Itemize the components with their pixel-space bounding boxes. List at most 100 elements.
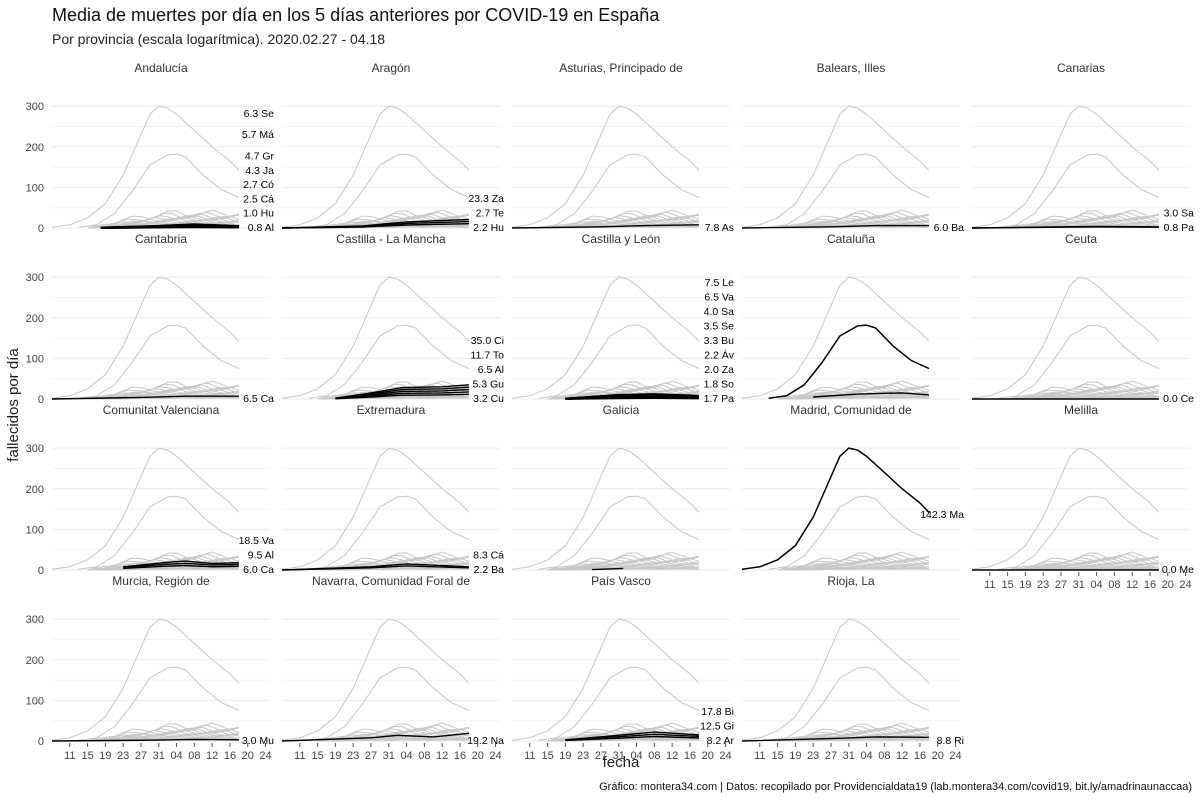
end-label: 0.0 Me — [1162, 564, 1194, 576]
panel-title: Navarra, Comunidad Foral de — [312, 574, 470, 588]
x-tick-label: 24 — [949, 750, 961, 762]
panel-ceuta: Ceuta 0.0 Ce — [971, 232, 1194, 405]
panel-title: Aragón — [372, 61, 411, 75]
end-label: 1.8 So — [704, 379, 735, 391]
background-line-barcelona — [78, 324, 240, 399]
y-tick-label: 100 — [26, 524, 44, 536]
background-line — [317, 568, 469, 571]
panel-melilla: Melilla 0.0 Me — [971, 403, 1194, 576]
background-series-group — [511, 447, 700, 571]
background-line — [91, 211, 235, 229]
end-label: 5.7 Má — [242, 129, 274, 141]
end-label: 3.0 Sa — [1164, 208, 1195, 220]
panel-navarra-comunidad-foral-de: Navarra, Comunidad Foral de 19.2 Na — [281, 574, 504, 747]
x-tick-label: 31 — [1073, 579, 1085, 591]
province-line — [123, 564, 239, 570]
background-line — [1016, 390, 1159, 400]
end-label: 0.0 Ce — [1163, 393, 1194, 405]
end-label: 2.5 Cá — [243, 193, 274, 205]
background-line — [87, 568, 239, 571]
end-label: 3.2 Cu — [473, 393, 504, 405]
panel-title: Extremadura — [357, 403, 426, 417]
x-tick-label: 16 — [914, 750, 926, 762]
y-tick-label: 0 — [38, 394, 44, 406]
end-label: 7.5 Le — [705, 277, 734, 289]
background-line-barcelona — [78, 666, 240, 741]
panel-comunitat-valenciana: Comunitat Valenciana 0 100 200 300 18.5 Va 9.5… — [26, 403, 275, 577]
x-tick-label: 04 — [170, 750, 182, 762]
panel-title: Balears, Illes — [817, 61, 886, 75]
panel-balears-illes: Balears, Illes 6.0 Ba — [741, 61, 964, 234]
province-line — [565, 735, 699, 742]
province-line — [741, 224, 929, 229]
background-line-barcelona — [308, 153, 470, 228]
x-tick-label: 16 — [1144, 579, 1156, 591]
panel-cantabria: Cantabria 0 100 200 300 6.5 Ca — [26, 232, 275, 406]
background-line — [1016, 561, 1159, 571]
x-tick-label: 27 — [365, 750, 377, 762]
background-line-madrid — [511, 447, 700, 570]
panel-extremadura: Extremadura 8.3 Cá 2.2 Ba — [281, 403, 504, 576]
y-tick-label: 300 — [26, 443, 44, 455]
background-line — [556, 561, 699, 571]
background-line-madrid — [51, 276, 240, 399]
end-label: 6.3 Se — [244, 108, 275, 120]
y-tick-label: 300 — [26, 272, 44, 284]
x-axis-title: fecha — [603, 754, 640, 771]
x-tick-label: 04 — [1090, 579, 1102, 591]
background-line-barcelona — [78, 153, 240, 228]
panel-catalu-a: Cataluña — [741, 232, 960, 400]
background-line — [786, 561, 929, 571]
panel-madrid-comunidad-de: Madrid, Comunidad de 142.3 Ma — [741, 403, 964, 571]
panel-title: Galicia — [603, 403, 640, 417]
x-tick-label: 27 — [135, 750, 147, 762]
background-line — [1011, 553, 1155, 571]
background-line — [321, 553, 465, 571]
y-axis-title: fallecidos por día — [5, 348, 22, 462]
x-tick-label: 12 — [896, 750, 908, 762]
y-tick-label: 100 — [26, 182, 44, 194]
background-line — [321, 724, 465, 742]
province-line — [281, 223, 469, 229]
panel-murcia-regi-n-de: Murcia, Región de 0 100 200 300 3.0 Mu — [26, 574, 275, 748]
x-tick-label: 15 — [81, 750, 93, 762]
background-line-madrid — [281, 276, 470, 399]
background-line — [556, 219, 699, 229]
y-tick-label: 200 — [26, 484, 44, 496]
x-tick-label: 12 — [436, 750, 448, 762]
end-label: 6.5 Al — [478, 364, 504, 376]
background-line-madrid — [971, 276, 1160, 399]
x-tick-label: 20 — [932, 750, 944, 762]
background-line — [551, 724, 695, 742]
background-line — [96, 390, 239, 400]
background-line — [781, 382, 925, 400]
x-tick-label: 12 — [1126, 579, 1138, 591]
x-tick-label: 24 — [719, 750, 731, 762]
x-tick-label: 23 — [807, 750, 819, 762]
x-tick-label: 27 — [825, 750, 837, 762]
x-tick-label: 15 — [1001, 579, 1013, 591]
y-tick-label: 0 — [38, 565, 44, 577]
background-line — [96, 219, 239, 229]
y-tick-label: 0 — [38, 223, 44, 235]
x-tick-label: 24 — [1179, 579, 1191, 591]
province-line — [592, 567, 624, 571]
background-series-group — [741, 276, 930, 400]
end-label: 0.8 Pa — [1164, 222, 1195, 234]
x-tick-label: 27 — [1055, 579, 1067, 591]
x-tick-label: 11 — [64, 750, 75, 762]
province-line — [335, 386, 469, 399]
background-line-barcelona — [538, 495, 700, 570]
background-line — [781, 553, 925, 571]
background-line-barcelona — [998, 324, 1160, 399]
background-line — [781, 211, 925, 229]
x-tick-label: 24 — [259, 750, 271, 762]
panel-title: Rioja, La — [827, 574, 875, 588]
y-tick-label: 200 — [26, 142, 44, 154]
background-line-madrid — [281, 105, 470, 228]
panel-andaluc-a: Andalucía 0 100 200 300 6.3 Se 5.7 Má 4.7 Gr 4.3… — [26, 61, 275, 235]
panel-title: Cantabria — [135, 232, 187, 246]
background-line — [786, 732, 929, 742]
background-line — [786, 219, 929, 229]
